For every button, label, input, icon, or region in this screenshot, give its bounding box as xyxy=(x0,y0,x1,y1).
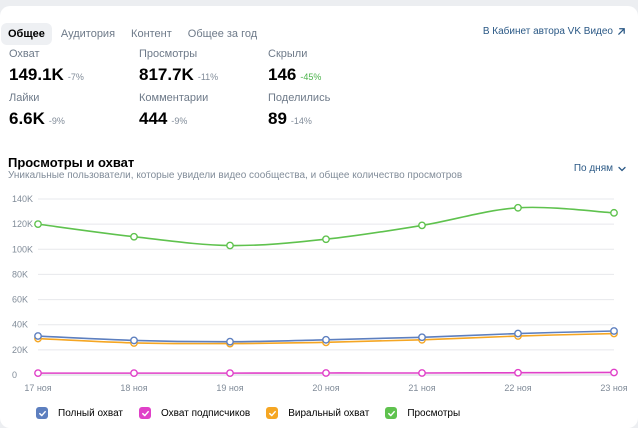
checkbox-icon xyxy=(266,407,279,419)
chart-subtitle: Уникальные пользователи, которые увидели… xyxy=(8,170,463,181)
y-tick-label: 100K xyxy=(12,244,33,254)
x-tick-label: 18 ноя xyxy=(120,383,147,393)
tab-audience[interactable]: Аудитория xyxy=(60,28,116,40)
chevron-down-icon xyxy=(618,166,626,171)
y-tick-label: 140K xyxy=(12,194,33,204)
y-tick-label: 20K xyxy=(12,345,28,355)
data-point-subscribers-reach xyxy=(610,368,618,377)
checkbox-icon xyxy=(385,407,398,419)
data-point-full-reach xyxy=(610,327,618,335)
data-point-views xyxy=(418,221,426,230)
data-point-subscribers-reach xyxy=(322,369,330,377)
data-point-subscribers-reach xyxy=(130,369,138,378)
data-point-views xyxy=(130,232,138,241)
legend-item-viral-reach[interactable]: Виральный охват xyxy=(266,407,369,419)
data-point-full-reach xyxy=(34,332,42,340)
data-point-subscribers-reach xyxy=(34,369,42,378)
y-tick-label: 60K xyxy=(12,295,28,305)
x-tick-label: 17 ноя xyxy=(24,383,51,393)
data-point-full-reach xyxy=(226,337,234,346)
data-point-full-reach xyxy=(130,336,138,345)
data-point-views xyxy=(34,220,42,229)
legend-item-subscribers-reach[interactable]: Охват подписчиков xyxy=(139,407,250,419)
tab-content[interactable]: Контент xyxy=(131,28,172,40)
author-cabinet-link[interactable]: В Кабинет автора VK Видео xyxy=(483,26,626,37)
y-tick-label: 120K xyxy=(12,219,33,229)
stats-card: Общее Аудитория Контент Общее за год В К… xyxy=(0,6,638,428)
x-tick-label: 19 ноя xyxy=(216,383,243,393)
data-point-subscribers-reach xyxy=(226,369,234,378)
legend-label: Полный охват xyxy=(58,407,124,419)
period-dropdown-label: По дням xyxy=(573,163,613,174)
metric-hidden: Скрыли 146 -45% xyxy=(268,48,321,85)
metric-reach: Охват 149.1K -7% xyxy=(9,48,84,85)
x-tick-label: 21 ноя xyxy=(408,383,435,393)
data-point-views xyxy=(514,203,522,212)
metric-views: Просмотры 817.7K -11% xyxy=(139,48,218,85)
metric-label: Охват xyxy=(9,48,40,60)
tab-year-overview[interactable]: Общее за год xyxy=(187,28,258,40)
x-tick-label: 22 ноя xyxy=(504,383,531,393)
metric-value: 146 xyxy=(268,65,297,84)
metric-label: Скрыли xyxy=(268,48,308,60)
legend-item-views[interactable]: Просмотры xyxy=(385,407,460,419)
tabs-bar: Общее Аудитория Контент Общее за год xyxy=(1,20,273,48)
metric-delta: -11% xyxy=(197,72,219,82)
data-point-full-reach xyxy=(418,333,426,342)
metric-comments: Комментарии 444 -9% xyxy=(139,92,208,129)
metric-value: 149.1K xyxy=(9,65,64,84)
legend-label: Просмотры xyxy=(407,407,461,419)
legend-label: Виральный охват xyxy=(288,407,370,419)
metric-delta: -9% xyxy=(171,116,188,126)
data-point-full-reach xyxy=(322,335,330,344)
metric-value: 6.6K xyxy=(9,109,45,128)
legend-item-full-reach[interactable]: Полный охват xyxy=(36,407,123,419)
checkbox-icon xyxy=(139,407,152,419)
metric-likes: Лайки 6.6K -9% xyxy=(9,92,65,129)
data-point-views xyxy=(226,241,234,250)
author-cabinet-link-label: В Кабинет автора VK Видео xyxy=(482,26,613,37)
data-point-views xyxy=(322,235,330,244)
data-point-subscribers-reach xyxy=(418,369,426,377)
metric-value: 817.7K xyxy=(139,65,194,84)
period-dropdown[interactable]: По дням xyxy=(574,163,626,174)
data-point-full-reach xyxy=(514,329,522,338)
metric-delta: -14% xyxy=(290,116,312,126)
metric-delta: -45% xyxy=(300,72,322,82)
data-point-views xyxy=(610,208,618,217)
y-tick-label: 80K xyxy=(12,269,28,279)
chart-title: Просмотры и охват xyxy=(8,155,135,170)
metric-delta: -9% xyxy=(48,116,65,126)
y-tick-label: 0 xyxy=(12,370,17,380)
x-tick-label: 23 ноя xyxy=(600,383,627,393)
metric-label: Поделились xyxy=(268,92,331,104)
metric-label: Лайки xyxy=(9,92,40,104)
metric-label: Просмотры xyxy=(139,48,198,60)
metric-value: 89 xyxy=(268,109,287,128)
checkbox-icon xyxy=(36,407,48,419)
metric-shares: Поделились 89 -14% xyxy=(268,92,330,129)
line-chart: 0 20K 40K 60K 80K 100K 120K 140K 17 ноя 18 ноя 19 … xyxy=(12,194,628,393)
chart-legend: Полный охват Охват подписчиков Виральный… xyxy=(36,407,476,419)
arrow-up-right-icon xyxy=(618,28,625,35)
metric-delta: -7% xyxy=(67,72,84,82)
metric-label: Комментарии xyxy=(139,92,209,104)
tab-overview[interactable]: Общее xyxy=(1,23,52,45)
metric-value: 444 xyxy=(139,109,168,128)
y-tick-label: 40K xyxy=(12,320,28,330)
legend-label: Охват подписчиков xyxy=(161,407,251,419)
x-tick-label: 20 ноя xyxy=(312,383,339,393)
data-point-subscribers-reach xyxy=(514,368,522,377)
